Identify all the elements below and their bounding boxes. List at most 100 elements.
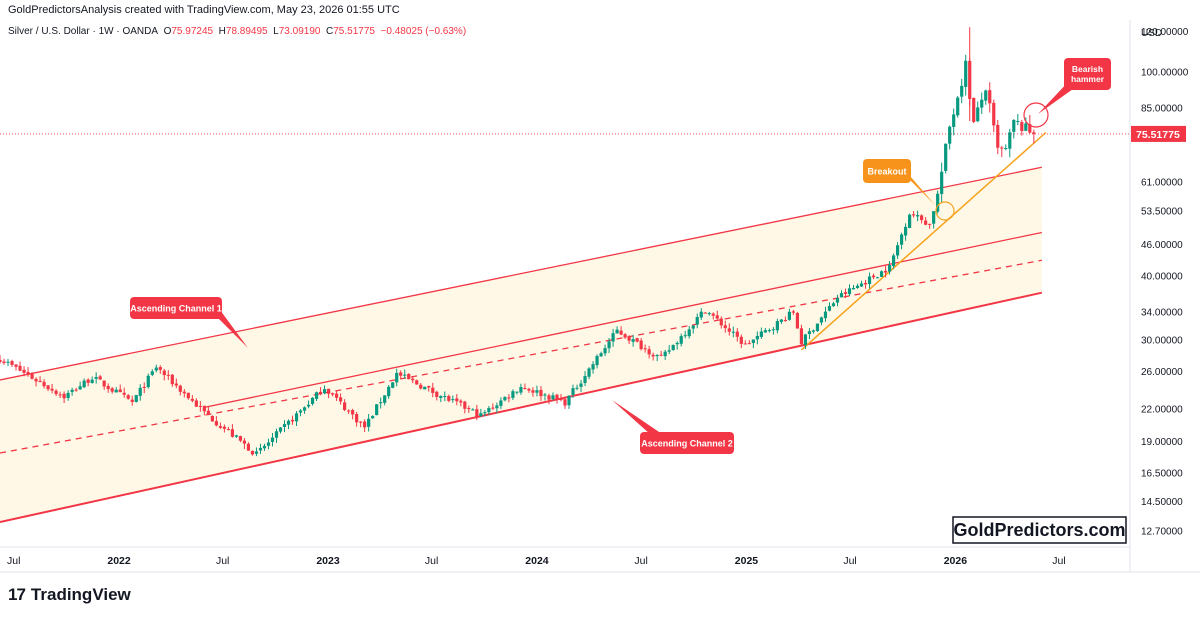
candle-body [643, 348, 647, 350]
candle-down [1028, 114, 1032, 134]
candle-down [727, 323, 731, 336]
channel-1-upper-line [0, 166, 1042, 381]
channel-2-upper-line [204, 231, 1042, 409]
candle-down [791, 309, 796, 316]
candle-up [811, 329, 816, 334]
candle-body [318, 391, 323, 395]
candle-up [487, 405, 491, 415]
candle-body [731, 331, 735, 333]
candle-down [10, 359, 14, 367]
candle-down [399, 370, 403, 379]
candle-down [363, 419, 367, 433]
candle-down [347, 409, 351, 415]
candle-up [859, 280, 864, 287]
candle-down [863, 279, 868, 289]
candle-body [118, 389, 122, 393]
candle-body [603, 348, 607, 354]
candle-up [984, 89, 988, 105]
candle-body [46, 385, 50, 390]
candle-down [491, 403, 495, 411]
candle-up [827, 302, 832, 312]
candle-body [523, 387, 527, 389]
candle-body [595, 355, 599, 366]
candle-up [567, 395, 571, 409]
price-axis[interactable] [1130, 20, 1200, 572]
candle-body [851, 287, 856, 290]
candle-up [503, 396, 507, 402]
candle-body [891, 255, 896, 266]
candle-up [847, 284, 852, 297]
candle-down [18, 361, 22, 372]
annotation-bearish-hammer-text-1: Bearish [1072, 64, 1103, 74]
candle-up [759, 327, 763, 339]
candle-down [246, 442, 251, 451]
annotation-ascending-channel-2-box [640, 432, 734, 454]
candle-down [14, 364, 18, 371]
candle-body [723, 325, 727, 329]
candle-up [423, 386, 427, 390]
channel-1-lower-line [0, 291, 1043, 524]
annotation-bearish-hammer-box [1064, 58, 1111, 90]
price-tick-label: 34.00000 [1141, 308, 1183, 319]
candle-up [611, 328, 615, 347]
candle-body [479, 413, 483, 416]
candle-up [976, 101, 980, 123]
candle-up [286, 419, 291, 430]
candle-down [972, 97, 976, 124]
time-tick-label: 2023 [316, 555, 340, 567]
annotation-ascending-channel-2-pointer [612, 400, 662, 434]
price-tick-label: 14.50000 [1141, 497, 1183, 508]
candle-down [547, 393, 551, 405]
candle-down [339, 393, 343, 405]
candle-body [226, 429, 231, 431]
candle-up [234, 434, 239, 438]
candle-down [455, 394, 459, 406]
candle-body [274, 431, 279, 438]
price-tick-label: 22.00000 [1141, 404, 1183, 415]
candle-body [827, 306, 832, 311]
candle-up [1012, 119, 1016, 139]
candle-body [567, 395, 571, 406]
candle-body [383, 395, 387, 403]
candle-body [559, 399, 563, 401]
candle-body [102, 380, 106, 387]
symbol-name[interactable]: Silver / U.S. Dollar · 1W · OANDA [8, 26, 159, 37]
candle-body [887, 265, 892, 272]
candle-down [343, 399, 347, 412]
candle-down [539, 386, 543, 401]
candle-down [326, 388, 331, 399]
candle-body [222, 426, 226, 429]
candle-up [687, 325, 691, 339]
candle-up [403, 369, 407, 379]
annotation-ascending-channel-1-pointer [210, 310, 248, 348]
currency-label: USD [1141, 28, 1162, 39]
candle-body [262, 445, 267, 449]
tradingview-logo[interactable]: 17 TradingView [8, 585, 131, 605]
candle-up [387, 385, 391, 399]
candle-body [695, 317, 699, 325]
candle-body [78, 386, 82, 390]
candle-down [715, 310, 719, 320]
candle-down [988, 82, 992, 113]
candle-body [42, 381, 46, 387]
candle-body [879, 271, 884, 277]
candle-body [254, 451, 259, 454]
candle-body [711, 313, 715, 316]
last-price-label: 75.51775 [1136, 129, 1180, 141]
candle-up [1004, 144, 1008, 151]
candle-body [575, 387, 579, 389]
candle-down [924, 217, 928, 226]
candle-down [735, 328, 739, 342]
candle-up [803, 333, 808, 350]
candle-up [771, 327, 775, 335]
candle-down [0, 355, 2, 364]
candle-body [972, 97, 976, 122]
candle-down [318, 387, 323, 396]
candle-body [294, 413, 299, 422]
candle-down [222, 424, 226, 433]
candle-up [519, 383, 523, 395]
candle-down [330, 392, 335, 397]
candle-body [58, 394, 62, 396]
candle-body [671, 344, 675, 350]
